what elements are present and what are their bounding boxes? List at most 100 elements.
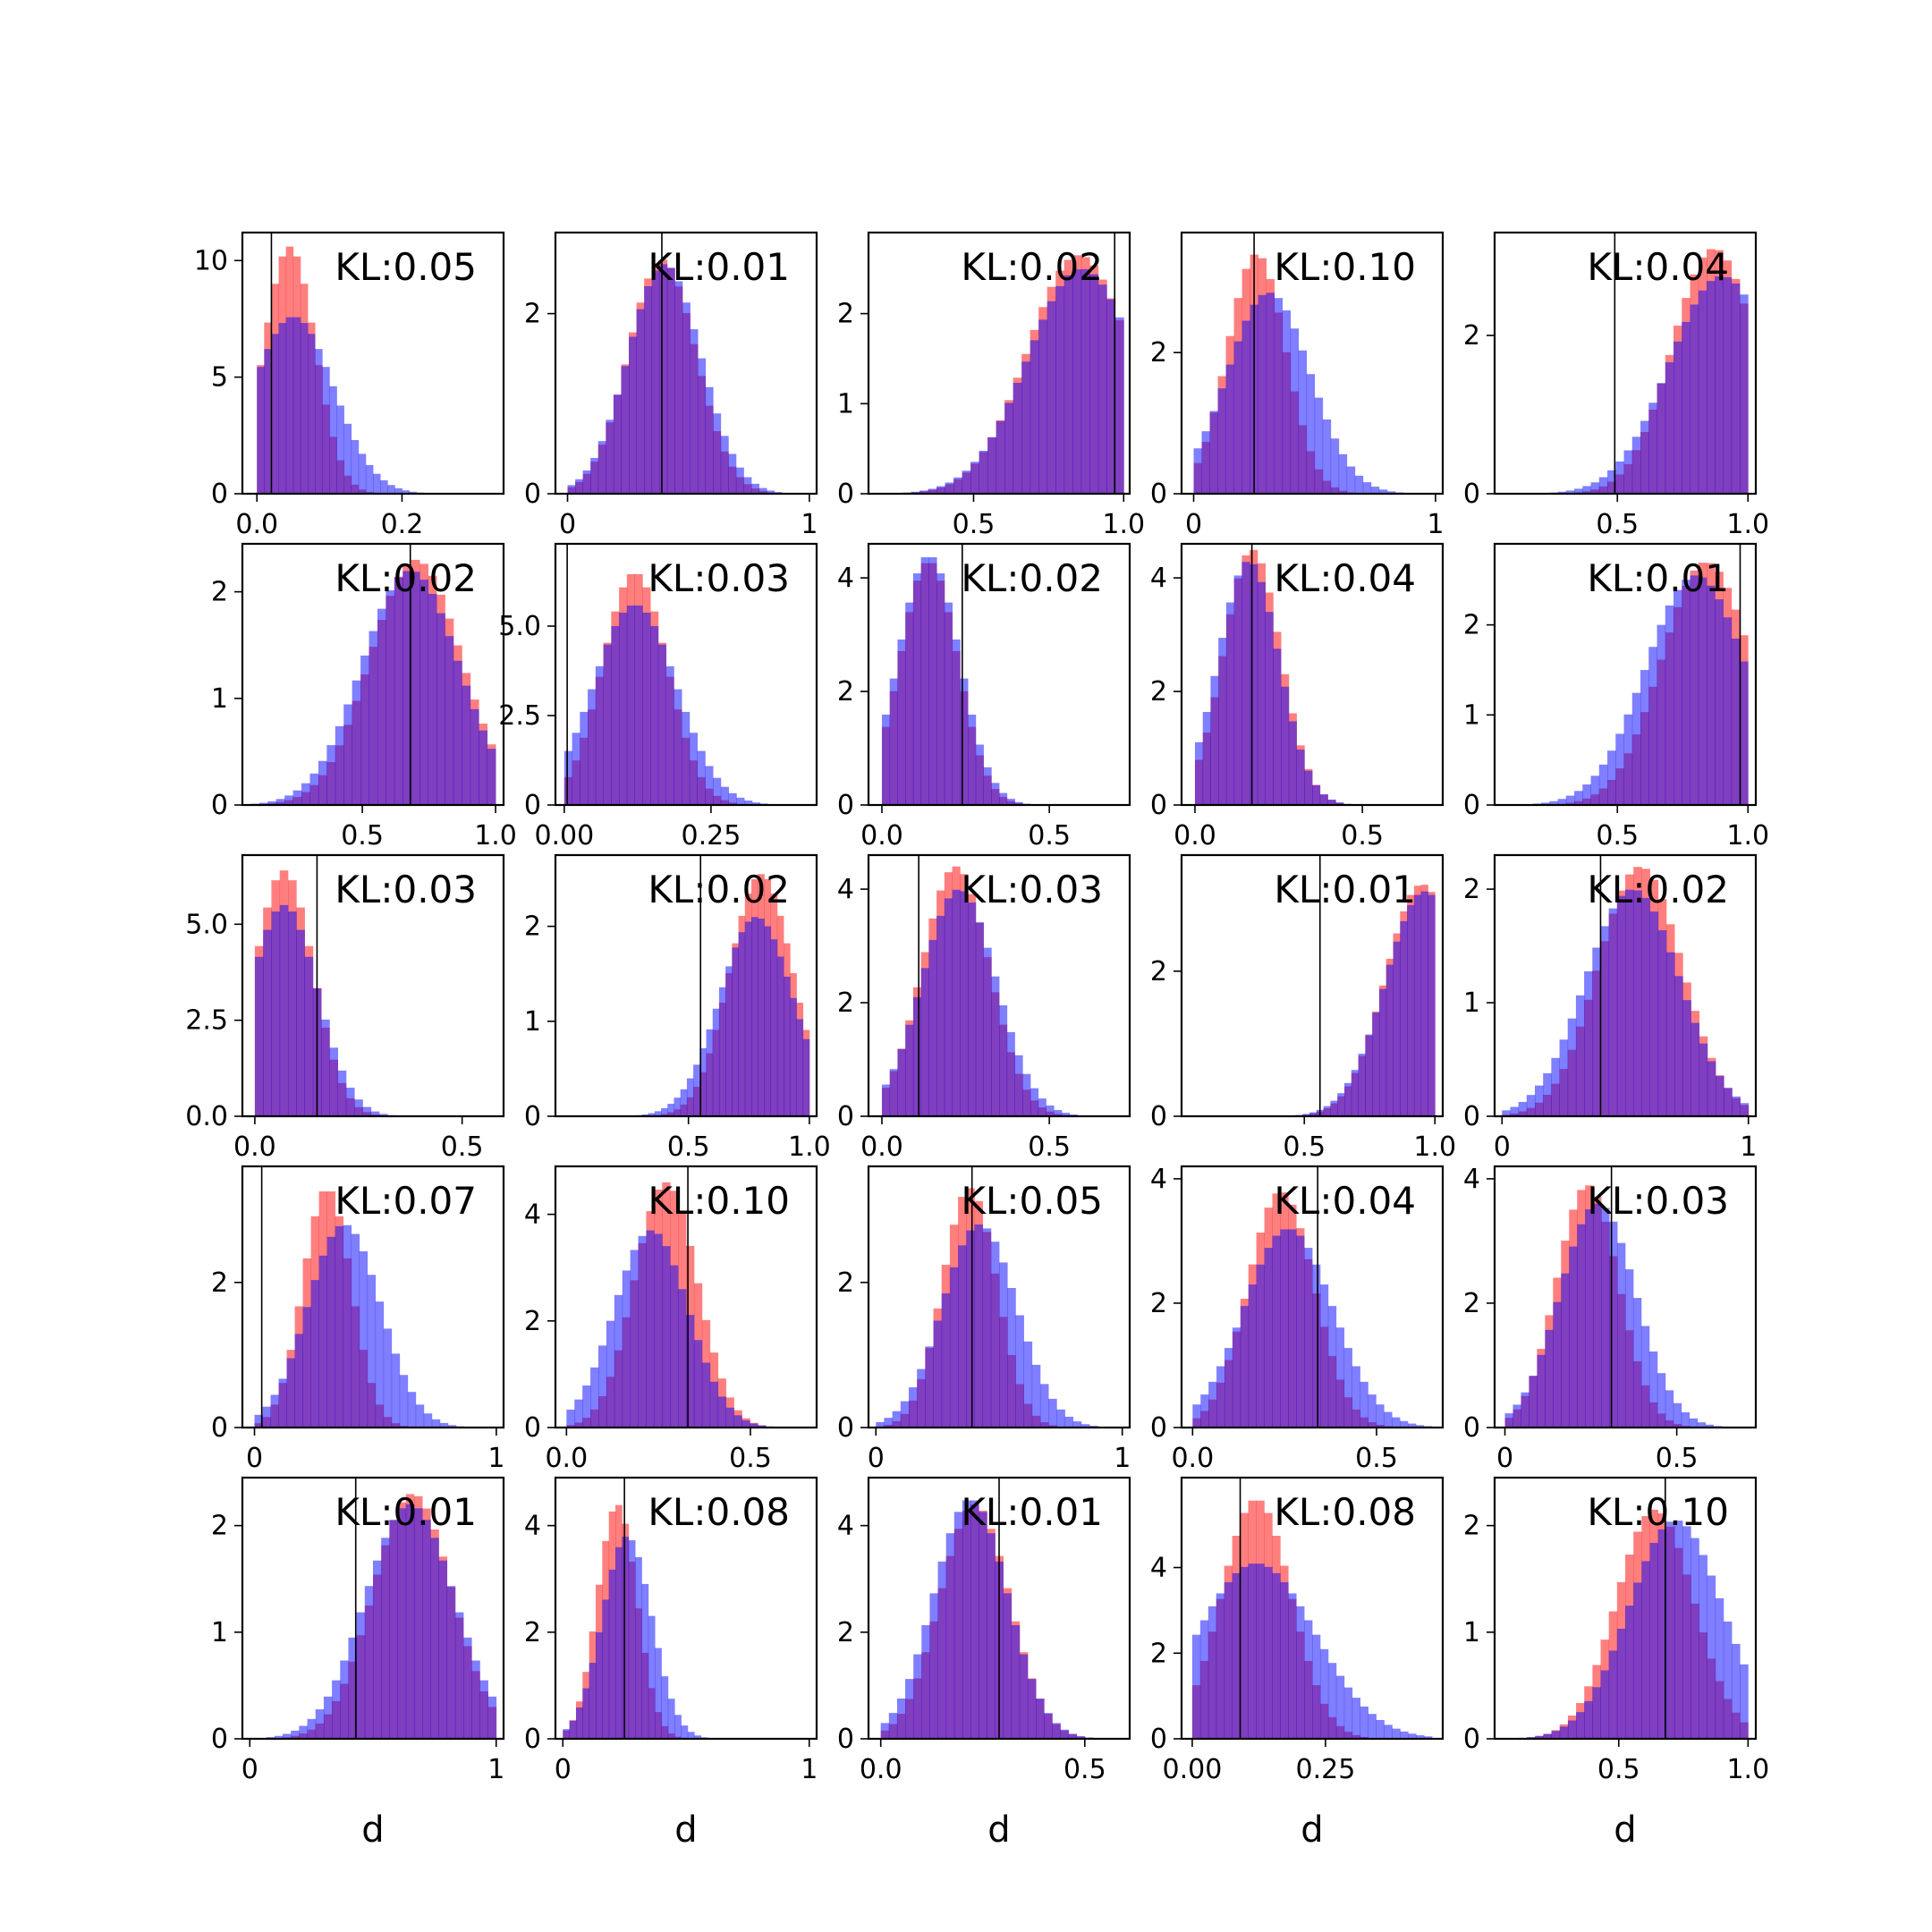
hist-bar-b (1039, 1384, 1049, 1428)
hist-bar-b (1526, 1095, 1536, 1116)
hist-bar-b (375, 1301, 385, 1428)
hist-bar-b (644, 285, 653, 494)
hist-bar-b (1030, 1088, 1039, 1116)
hist-bar-b (589, 1663, 597, 1739)
axes-frame (867, 1165, 1131, 1429)
hist-bar-b (1657, 383, 1666, 494)
x-tick-label: 0.25 (1295, 1754, 1355, 1785)
y-tick-label: 4 (1150, 1164, 1167, 1195)
hist-bar-b (1346, 466, 1356, 494)
x-tick-label: 0.2 (381, 509, 424, 540)
hist-bar-b (1689, 1418, 1699, 1428)
hist-bar-b (1681, 1411, 1690, 1428)
y-tick-label: 2 (1463, 1511, 1480, 1542)
hist-bar-b (1640, 420, 1649, 494)
hist-bar-b (1657, 1529, 1667, 1739)
y-tick-label: 1 (1463, 1617, 1480, 1648)
hist-bar-b (1598, 764, 1608, 805)
hist-bar-b (1323, 1106, 1331, 1116)
hist-bar-b (1076, 1736, 1086, 1739)
hist-bar-b (258, 802, 268, 805)
kl-annotation: KL:0.07 (335, 1179, 477, 1223)
hist-bar-b (1330, 438, 1340, 494)
hist-bar-b (1343, 1687, 1353, 1739)
x-tick-label: 0.5 (341, 820, 384, 852)
kl-annotation: KL:0.02 (648, 868, 790, 911)
hist-bar-b (423, 1413, 433, 1428)
series-b-bars (566, 1230, 775, 1428)
hist-bar-b (1615, 461, 1624, 494)
hist-bar-b (1739, 294, 1749, 494)
hist-bar-b (1241, 320, 1250, 494)
hist-bar-b (1114, 317, 1124, 494)
hist-bar-b (1225, 602, 1235, 805)
series-b-bars (567, 264, 783, 494)
histogram-panel-11: 0.0 2.5 5.0 0.0 0.5 KL:0.03 (185, 853, 505, 1163)
hist-bar-b (897, 639, 906, 805)
hist-bar-b (941, 1293, 951, 1428)
axes-frame (554, 1476, 818, 1741)
axes-frame (1180, 231, 1445, 496)
hist-bar-b (900, 1401, 910, 1428)
hist-bar-b (979, 1512, 987, 1739)
y-tick-label: 2 (211, 1511, 228, 1542)
axes-frame (241, 1476, 505, 1741)
hist-bar-b (1600, 1670, 1610, 1739)
hist-bar-b (1723, 1621, 1733, 1739)
hist-bar-b (999, 1262, 1008, 1428)
hist-bar-b (1274, 298, 1284, 494)
hist-bar-b (648, 1113, 656, 1116)
hist-bar-b (1004, 402, 1014, 494)
hist-bar-b (422, 1520, 431, 1739)
axes-frame (554, 231, 818, 496)
hist-bar-b (1264, 1566, 1273, 1739)
hist-bar-b (1011, 1624, 1021, 1739)
hist-bar-b (590, 1367, 599, 1428)
hist-bar-b (1631, 692, 1641, 805)
hist-bar-b (982, 1228, 992, 1428)
hist-bar-b (1582, 486, 1591, 494)
axes-frame (1493, 853, 1758, 1118)
hist-bar-b (897, 1048, 906, 1116)
hist-bar-b (896, 1698, 906, 1739)
hist-bar-b (944, 898, 953, 1116)
series-b-bars (564, 606, 768, 805)
hist-bar-b (1705, 1424, 1715, 1428)
y-tick-label: 0 (1463, 1101, 1480, 1132)
y-tick-label: 2 (837, 1267, 854, 1299)
hist-bar-b (389, 1520, 398, 1739)
hist-bar-b (1265, 612, 1274, 805)
hist-bar-b (615, 1546, 623, 1739)
hist-bar-b (356, 1612, 366, 1739)
hist-bar-b (767, 490, 775, 494)
hist-bar-b (952, 889, 961, 1116)
hist-bar-b (1281, 686, 1290, 805)
hist-bar-b (479, 730, 488, 805)
hist-bar-b (336, 405, 344, 494)
hist-bar-b (705, 766, 714, 805)
hist-bar-b (1559, 1039, 1569, 1116)
x-tick-label: 0 (868, 1443, 885, 1474)
y-tick-label: 2 (1463, 1288, 1480, 1319)
y-tick-label: 0.0 (185, 1101, 228, 1132)
hist-bar-b (1682, 1000, 1691, 1116)
hist-bar-b (635, 1556, 642, 1739)
hist-bar-b (741, 1419, 750, 1428)
hist-bar-b (1060, 1729, 1069, 1739)
hist-bar-b (949, 1267, 959, 1428)
hist-bar-b (572, 733, 580, 805)
hist-bar-b (892, 1411, 902, 1428)
hist-bar-b (1657, 624, 1666, 805)
hist-bar-b (751, 802, 760, 805)
hist-bar-b (929, 1593, 938, 1739)
hist-bar-b (1052, 1723, 1061, 1739)
hist-bar-b (407, 1392, 417, 1428)
hist-bar-b (674, 1097, 682, 1116)
series-b-bars (1518, 1521, 1749, 1739)
x-tick-label: 0.5 (1596, 509, 1639, 540)
hist-bar-b (983, 767, 992, 805)
series-b-bars (876, 1224, 1106, 1428)
hist-bar-b (1063, 275, 1073, 494)
axes-frame (867, 542, 1131, 807)
hist-bar-b (1715, 599, 1724, 805)
